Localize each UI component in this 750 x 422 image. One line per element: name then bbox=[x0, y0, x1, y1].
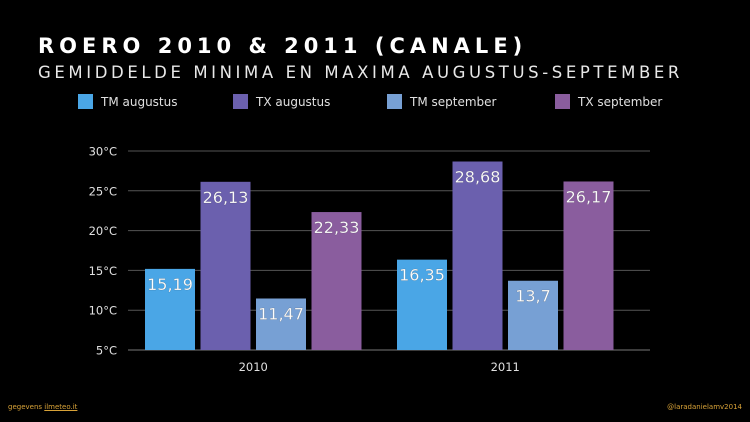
legend-label: TM augustus bbox=[101, 94, 178, 109]
bar bbox=[145, 268, 195, 350]
credit-note: @laradanielamv2014 bbox=[667, 403, 742, 411]
legend-swatch bbox=[233, 94, 248, 109]
y-tick-label: 25°C bbox=[89, 184, 117, 198]
source-prefix: gegevens bbox=[8, 403, 43, 411]
x-tick-label: 2010 bbox=[239, 360, 268, 374]
chart-title: ROERO 2010 & 2011 (CANALE) bbox=[38, 34, 528, 58]
chart-subtitle: GEMIDDELDE MINIMA EN MAXIMA AUGUSTUS-SEP… bbox=[38, 63, 683, 82]
bar bbox=[200, 181, 251, 350]
legend-item-tm-september: TM september bbox=[387, 94, 496, 109]
legend-item-tx-augustus: TX augustus bbox=[233, 94, 330, 109]
y-tick-label: 15°C bbox=[89, 264, 117, 278]
chart-legend: TM augustus TX augustus TM september TX … bbox=[0, 94, 750, 110]
y-tick-label: 30°C bbox=[89, 145, 117, 159]
bar bbox=[256, 298, 306, 350]
data-label: 26,17 bbox=[566, 187, 612, 206]
legend-item-tx-september: TX september bbox=[555, 94, 662, 109]
data-label: 16,35 bbox=[399, 266, 445, 285]
data-label: 28,68 bbox=[455, 168, 501, 187]
source-note: gegevens ilmeteo.it bbox=[8, 403, 77, 411]
legend-swatch bbox=[555, 94, 570, 109]
y-tick-label: 10°C bbox=[89, 304, 117, 318]
bar bbox=[508, 280, 558, 350]
bar bbox=[397, 259, 447, 350]
legend-label: TM september bbox=[410, 94, 497, 109]
legend-swatch bbox=[387, 94, 402, 109]
legend-swatch bbox=[78, 94, 93, 109]
data-label: 26,13 bbox=[203, 188, 249, 207]
bar bbox=[563, 181, 614, 350]
legend-item-tm-augustus: TM augustus bbox=[78, 94, 178, 109]
source-link[interactable]: ilmeteo.it bbox=[44, 403, 78, 411]
data-label: 13,7 bbox=[515, 287, 551, 306]
legend-label: TX september bbox=[578, 94, 663, 109]
bar bbox=[311, 212, 362, 350]
y-tick-label: 5°C bbox=[96, 344, 117, 358]
bar bbox=[452, 161, 503, 350]
data-label: 11,47 bbox=[258, 304, 304, 323]
data-label: 22,33 bbox=[314, 218, 360, 237]
legend-label: TX augustus bbox=[256, 94, 331, 109]
y-tick-label: 20°C bbox=[89, 224, 117, 238]
x-tick-label: 2011 bbox=[491, 360, 520, 374]
data-label: 15,19 bbox=[147, 275, 193, 294]
